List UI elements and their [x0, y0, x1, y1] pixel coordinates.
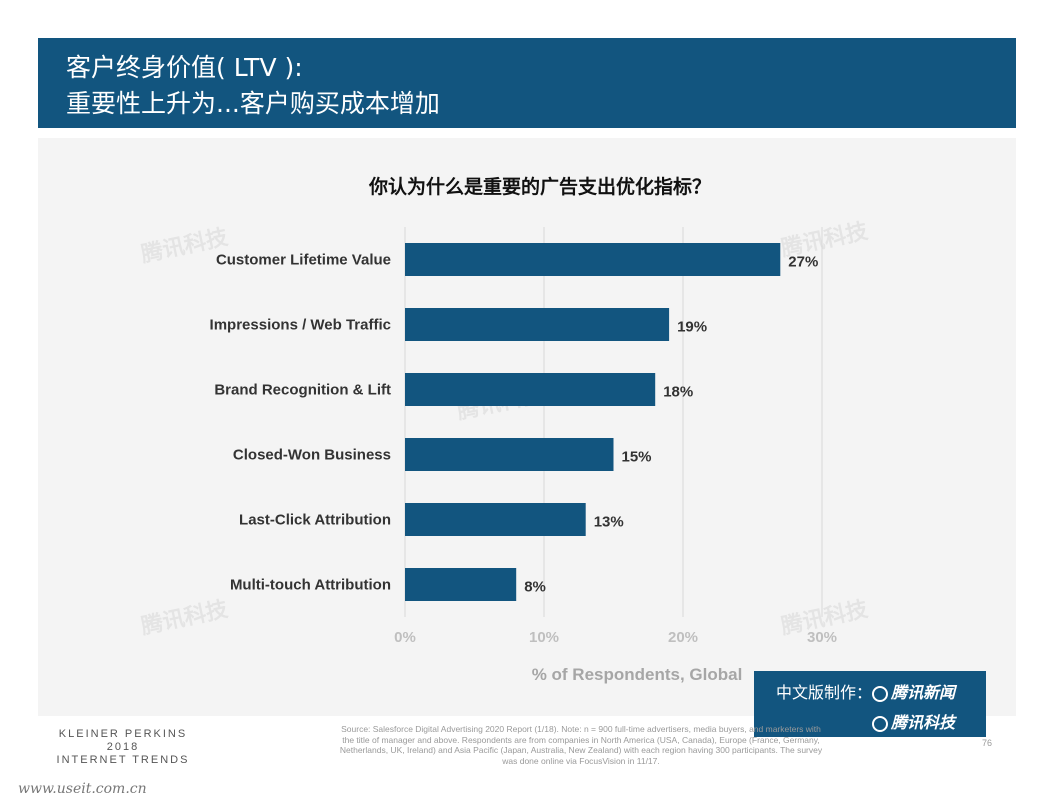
- tencent-news-logo-icon: [872, 686, 889, 702]
- value-label: 8%: [524, 579, 546, 596]
- chart-panel: [38, 138, 1016, 716]
- website-watermark: www.useit.com.cn: [18, 781, 147, 797]
- bar: [405, 503, 586, 536]
- category-label: Brand Recognition & Lift: [214, 382, 391, 399]
- value-label: 27%: [788, 254, 818, 271]
- category-label: Last-Click Attribution: [239, 512, 391, 529]
- kp-line1: KLEINER PERKINS: [58, 728, 188, 740]
- x-tick-label: 10%: [529, 629, 559, 646]
- source-note: Source: Salesforce Digital Advertising 2…: [339, 724, 823, 766]
- category-label: Closed-Won Business: [233, 447, 391, 464]
- kp-logo: KLEINER PERKINS 2018 INTERNET TRENDS: [48, 728, 198, 767]
- value-label: 15%: [622, 449, 652, 466]
- value-label: 18%: [663, 384, 693, 401]
- credit-prefix: 中文版制作：: [776, 683, 873, 702]
- bar: [405, 568, 517, 601]
- category-label: Impressions / Web Traffic: [210, 317, 391, 334]
- credit-brand2: 腾讯科技: [891, 713, 956, 732]
- x-tick-label: 30%: [807, 629, 837, 646]
- x-tick-label: 20%: [668, 629, 698, 646]
- tencent-tech-logo-icon: [872, 716, 888, 732]
- bar: [405, 308, 670, 341]
- page-title-line2: 重要性上升为...客户购买成本增加: [66, 89, 440, 118]
- credit-brand1: 腾讯新闻: [891, 683, 956, 702]
- x-axis-title: % of Respondents, Global: [532, 665, 743, 684]
- value-label: 19%: [677, 319, 707, 336]
- title-banner: 客户终身价值( LTV ): 重要性上升为...客户购买成本增加: [38, 38, 1016, 128]
- value-label: 13%: [594, 514, 624, 531]
- category-label: Customer Lifetime Value: [216, 252, 391, 269]
- bar: [405, 438, 614, 471]
- x-tick-label: 0%: [394, 629, 416, 646]
- category-label: Multi-touch Attribution: [230, 577, 391, 594]
- kp-line3: INTERNET TRENDS: [56, 754, 190, 766]
- chart-question: 你认为什么是重要的广告支出优化指标？: [368, 176, 711, 198]
- page-number: 76: [982, 738, 993, 748]
- page-title-line1: 客户终身价值( LTV ):: [66, 53, 303, 82]
- bar: [405, 243, 781, 276]
- kp-line2: 2018: [106, 741, 140, 753]
- bar: [405, 373, 656, 406]
- credit-box: 中文版制作： 腾讯新闻 腾讯科技: [754, 671, 986, 737]
